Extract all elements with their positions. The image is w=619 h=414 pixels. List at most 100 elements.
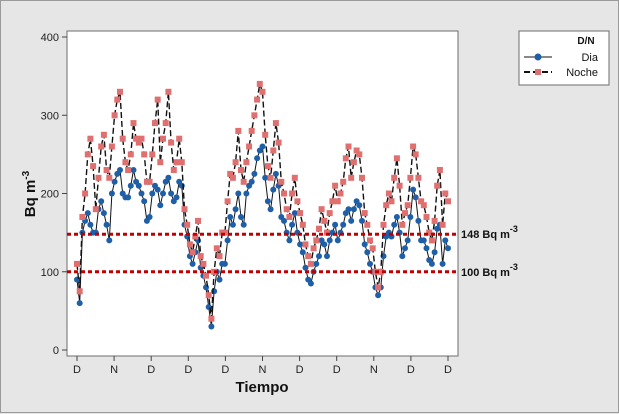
point-dia-0: [74, 276, 80, 283]
point-dia-133: [431, 249, 438, 256]
point-noche-125: [410, 143, 417, 150]
point-noche-73: [270, 147, 277, 154]
point-noche-113: [377, 268, 384, 275]
point-dia-51: [211, 288, 218, 295]
point-dia-103: [350, 206, 357, 213]
point-dia-137: [442, 237, 449, 244]
point-dia-118: [391, 221, 398, 228]
point-noche-39: [178, 159, 185, 166]
point-noche-65: [248, 127, 255, 134]
point-dia-132: [428, 260, 435, 267]
point-noche-84: [299, 221, 306, 228]
point-noche-18: [122, 159, 129, 166]
point-noche-11: [103, 167, 110, 173]
point-noche-23: [135, 139, 142, 146]
point-dia-31: [157, 202, 164, 209]
point-noche-46: [197, 253, 204, 260]
point-dia-37: [173, 194, 180, 201]
point-noche-127: [415, 174, 422, 181]
x-tick-label-1: N: [110, 364, 118, 376]
point-dia-59: [232, 206, 239, 213]
point-noche-15: [114, 96, 121, 103]
point-dia-66: [251, 170, 258, 177]
point-noche-28: [149, 151, 156, 158]
point-noche-126: [412, 151, 419, 158]
y-axis: 0 100 200 300 400: [41, 32, 67, 357]
point-noche-50: [208, 315, 215, 322]
point-noche-67: [254, 96, 261, 103]
point-dia-55: [221, 260, 228, 267]
point-dia-67: [254, 155, 261, 162]
point-noche-53: [216, 253, 223, 260]
legend: D/N Dia Noche: [518, 30, 610, 86]
point-dia-112: [375, 292, 382, 299]
series-noche: [74, 80, 451, 322]
point-dia-9: [98, 198, 105, 205]
point-noche-36: [170, 167, 177, 173]
y-tick-label-300: 300: [41, 110, 59, 122]
point-dia-19: [125, 194, 132, 201]
point-dia-107: [361, 241, 368, 248]
point-noche-119: [393, 155, 400, 162]
point-noche-7: [92, 206, 99, 213]
point-noche-108: [364, 221, 371, 228]
point-dia-5: [87, 221, 94, 228]
legend-title: D/N: [577, 36, 594, 47]
point-noche-4: [84, 151, 91, 158]
point-noche-61: [238, 167, 244, 173]
point-dia-21: [130, 167, 137, 173]
point-dia-93: [324, 253, 330, 260]
point-noche-3: [82, 190, 89, 197]
point-dia-11: [103, 221, 110, 228]
point-noche-91: [318, 206, 325, 213]
point-dia-119: [393, 214, 400, 220]
point-noche-132: [428, 237, 435, 244]
point-noche-82: [294, 198, 301, 205]
point-dia-32: [160, 190, 166, 197]
point-dia-74: [272, 170, 279, 177]
point-dia-109: [367, 260, 373, 267]
point-noche-70: [262, 131, 269, 138]
point-noche-109: [367, 237, 373, 244]
point-dia-124: [407, 214, 414, 220]
point-noche-25: [141, 151, 148, 158]
point-noche-21: [130, 120, 137, 127]
point-noche-47: [200, 260, 207, 267]
point-dia-130: [423, 245, 430, 252]
point-dia-92: [321, 241, 328, 248]
point-noche-44: [192, 233, 199, 240]
point-noche-49: [205, 292, 212, 299]
point-noche-122: [402, 210, 408, 217]
point-noche-64: [246, 143, 253, 150]
point-dia-69: [259, 143, 266, 150]
point-noche-75: [275, 139, 282, 146]
x-tick-label-7: D: [333, 364, 341, 376]
point-noche-128: [418, 198, 425, 205]
point-noche-19: [125, 167, 132, 173]
point-dia-25: [141, 198, 148, 205]
point-noche-112: [375, 284, 382, 291]
point-dia-96: [332, 221, 339, 228]
point-dia-35: [168, 190, 175, 197]
y-tick-label-200: 200: [41, 189, 59, 201]
point-noche-87: [307, 260, 314, 267]
point-dia-99: [340, 221, 347, 228]
point-noche-5: [87, 135, 94, 142]
point-dia-106: [359, 217, 365, 224]
legend-dia-label: Dia: [581, 52, 598, 64]
point-noche-68: [256, 80, 263, 87]
point-dia-48: [203, 284, 209, 291]
point-noche-78: [283, 206, 290, 213]
point-dia-43: [189, 260, 196, 267]
reference-label-100: 100 Bq m-3: [461, 262, 518, 279]
point-dia-12: [106, 237, 113, 244]
y-tick-label-0: 0: [53, 345, 59, 357]
point-dia-80: [289, 221, 296, 228]
series-dia: [74, 143, 451, 330]
point-noche-131: [426, 229, 433, 236]
point-dia-16: [117, 167, 123, 173]
point-noche-0: [74, 260, 80, 267]
point-dia-70: [262, 174, 269, 181]
point-dia-127: [415, 217, 422, 224]
